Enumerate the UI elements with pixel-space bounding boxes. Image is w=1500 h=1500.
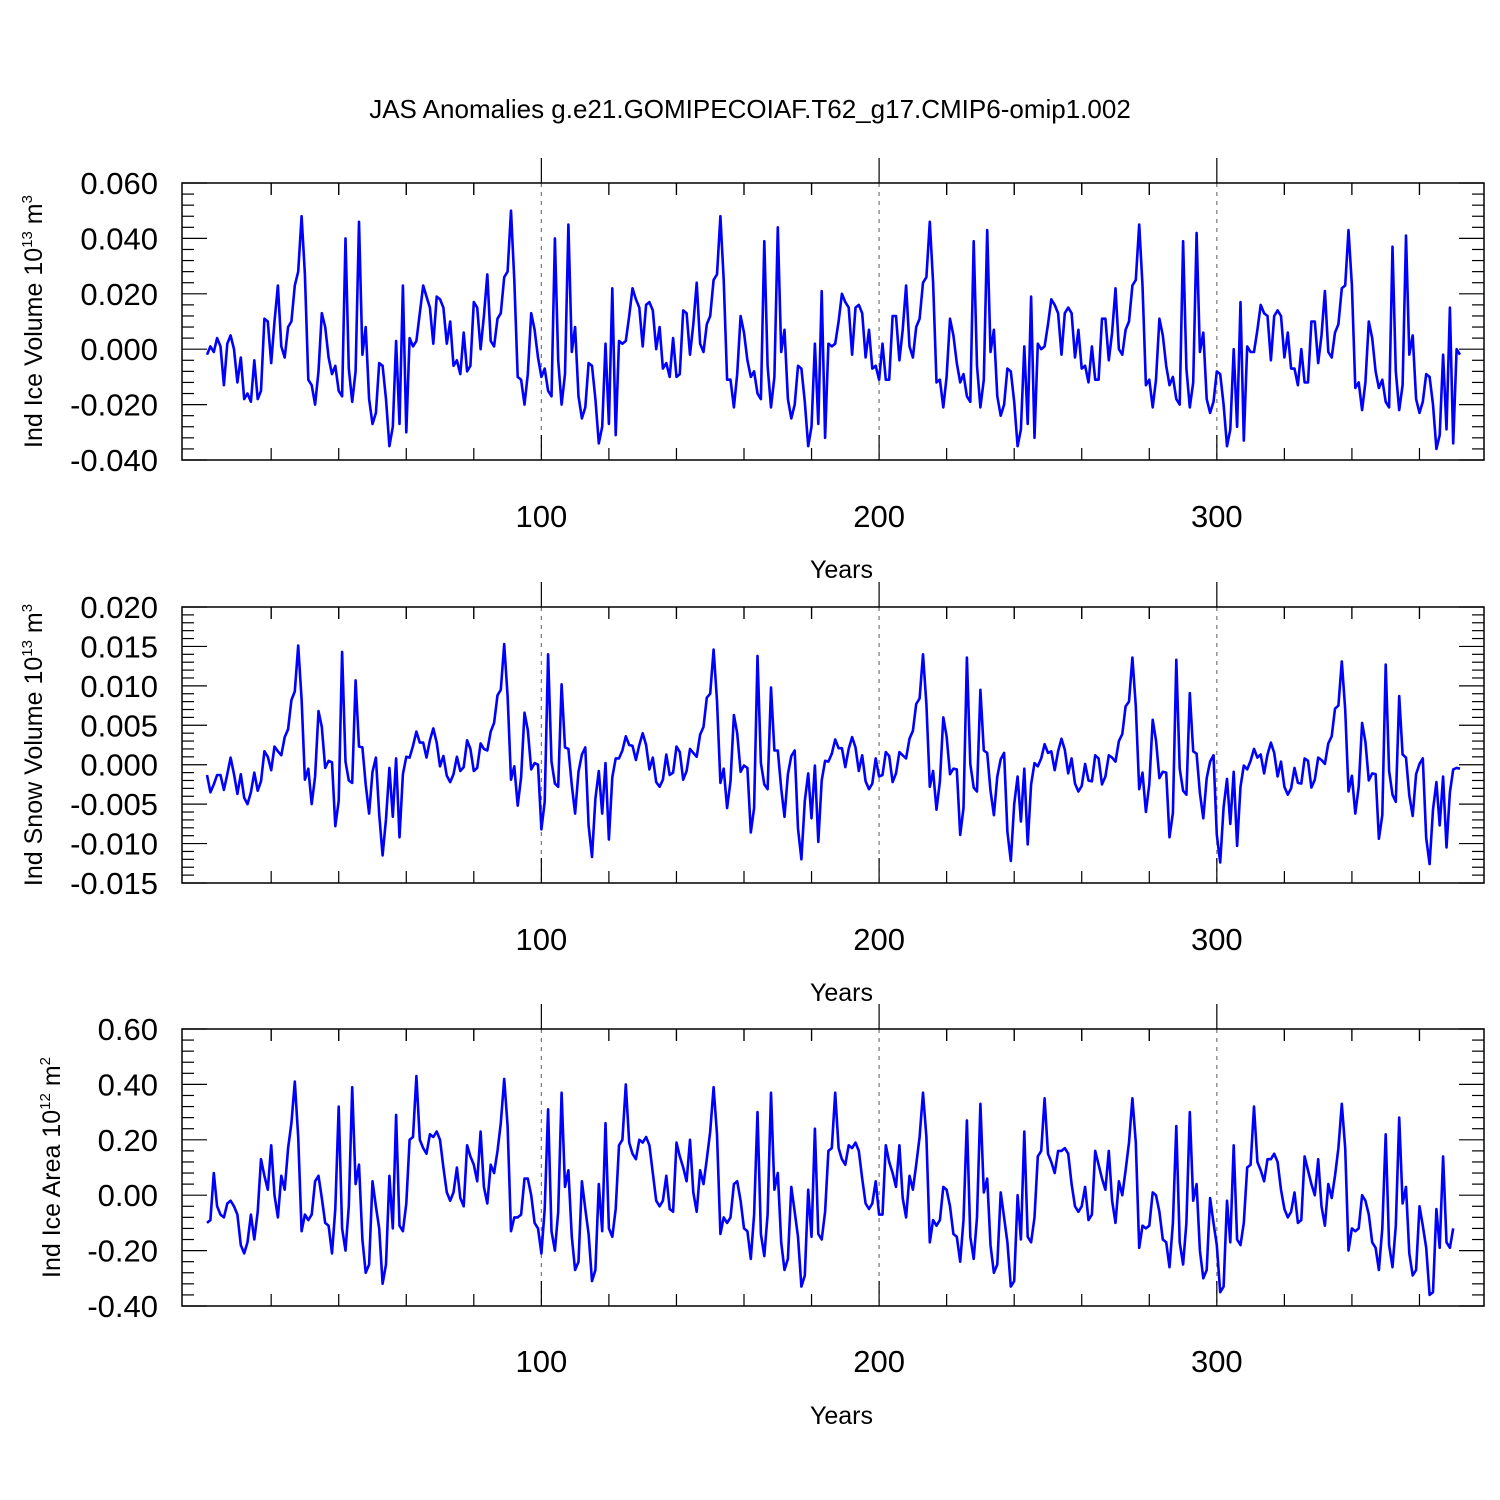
x-tick-label: 100 — [515, 922, 567, 957]
chart-panel-ice-volume: -0.040 -0.020 0.000 0.020 0.040 0.060 100 200 30… — [19, 158, 1485, 584]
x-tick-label: 300 — [1191, 499, 1243, 534]
x-axis-label: Years — [810, 979, 873, 1007]
y-tick-label: 0.005 — [80, 708, 158, 743]
plot-frame — [181, 1028, 1485, 1307]
x-tick-label: 100 — [515, 499, 567, 534]
y-tick-label: -0.020 — [70, 388, 158, 423]
y-tick-label: 0.60 — [98, 1012, 158, 1047]
y-tick-label: 0.015 — [80, 629, 158, 664]
x-tick-label: 200 — [853, 922, 905, 957]
x-tick-label: 300 — [1191, 922, 1243, 957]
y-axis-label: Ind Snow Volume 1013 m3 — [19, 604, 48, 886]
chart-title: JAS Anomalies g.e21.GOMIPECOIAF.T62_g17.… — [369, 94, 1131, 124]
y-tick-label: -0.015 — [70, 866, 158, 901]
y-tick-label: -0.005 — [70, 787, 158, 822]
y-tick-label: 0.040 — [80, 221, 158, 256]
y-tick-label: 0.020 — [80, 590, 158, 625]
y-axis-label: Ind Ice Volume 1013 m3 — [19, 195, 48, 448]
y-axis-label: Ind Ice Area 1012 m2 — [37, 1057, 66, 1278]
y-tick-label: 0.020 — [80, 277, 158, 312]
x-tick-label: 200 — [853, 499, 905, 534]
x-tick-label: 100 — [515, 1344, 567, 1379]
series-line-ice-volume — [205, 209, 1462, 451]
y-tick-label: 0.000 — [80, 332, 158, 367]
y-tick-label: 0.010 — [80, 669, 158, 704]
y-tick-label: 0.20 — [98, 1123, 158, 1158]
y-tick-label: 0.40 — [98, 1067, 158, 1102]
series-line-snow-volume — [205, 642, 1461, 866]
x-axis-label: Years — [810, 556, 873, 584]
chart-panel-snow-volume: -0.015 -0.010 -0.005 0.000 0.005 0.010 0.015 0.… — [19, 582, 1485, 1007]
y-tick-label: -0.010 — [70, 827, 158, 862]
chart-panel-ice-area: -0.40 -0.20 0.00 0.20 0.40 0.60 100 200 300 Years… — [37, 1004, 1485, 1430]
y-tick-label: 0.000 — [80, 748, 158, 783]
y-tick-label: 0.060 — [80, 166, 158, 201]
panels: -0.040 -0.020 0.000 0.020 0.040 0.060 100 200 30… — [19, 158, 1485, 1430]
series-line-ice-area — [206, 1074, 1455, 1297]
y-tick-label: -0.040 — [70, 443, 158, 478]
plot-frame — [181, 182, 1485, 461]
y-tick-label: 0.00 — [98, 1178, 158, 1213]
x-axis-label: Years — [810, 1402, 873, 1430]
x-tick-label: 200 — [853, 1344, 905, 1379]
plot-frame — [181, 606, 1485, 884]
y-tick-label: -0.20 — [87, 1234, 158, 1269]
y-tick-label: -0.40 — [87, 1289, 158, 1324]
x-tick-label: 300 — [1191, 1344, 1243, 1379]
